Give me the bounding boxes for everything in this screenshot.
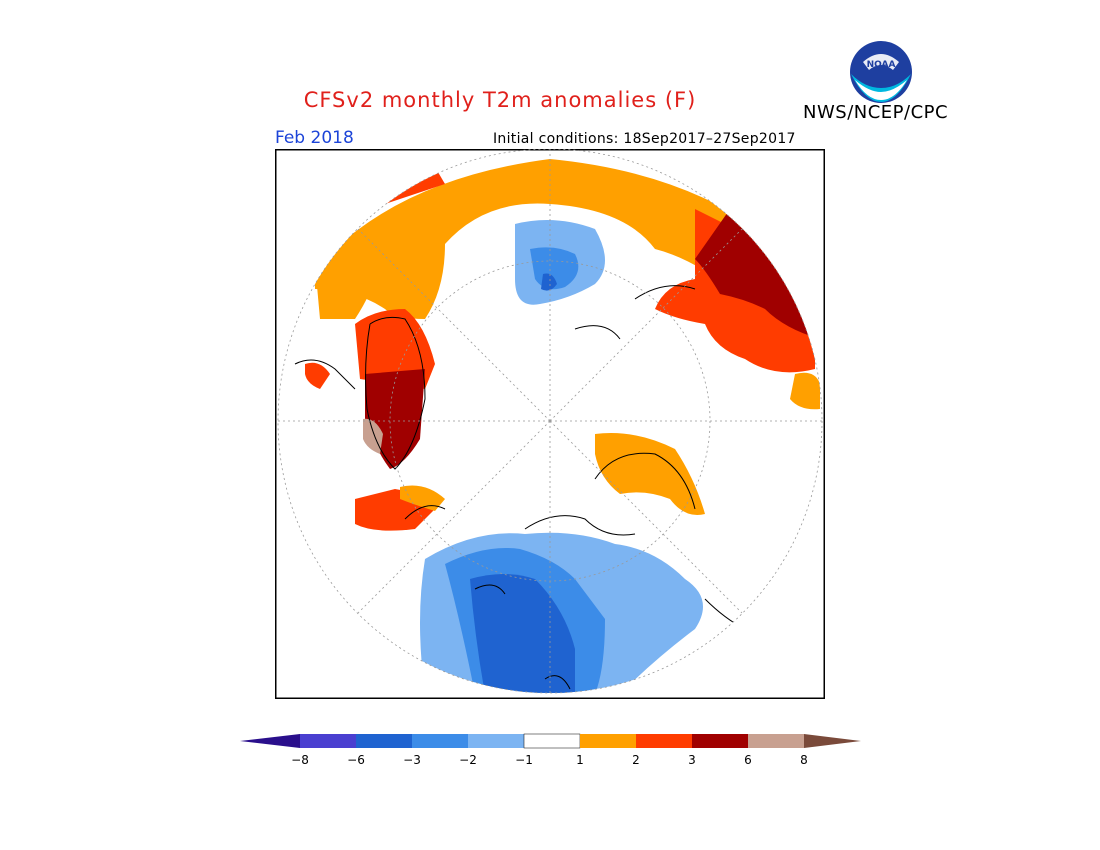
graticule [277,149,823,694]
legend-tick-label: 2 [632,753,640,767]
logo-text: NOAA [867,60,896,70]
color-legend [240,733,861,749]
legend-tick-label: 8 [800,753,808,767]
legend-tick-label: −3 [403,753,421,767]
warm-anomaly-far-east [790,372,820,410]
warm-anomaly-bering-orange [400,485,445,511]
legend-arrow-high [804,734,861,748]
legend-tick-label: −8 [291,753,309,767]
legend-swatch [300,734,356,748]
legend-swatch [523,733,581,749]
legend-arrow-low [240,734,300,748]
legend-tick-label: −2 [459,753,477,767]
legend-swatch [636,734,692,748]
initial-conditions: Initial conditions: 18Sep2017–27Sep2017 [493,131,796,147]
legend-tick-label: −1 [515,753,533,767]
legend-swatch [748,734,804,748]
coastlines [294,285,746,690]
legend-swatch [412,734,468,748]
legend-tick-label: 1 [576,753,584,767]
legend-tick-label: 3 [688,753,696,767]
cold-anomaly-core [470,574,575,693]
red-anomaly-east-asia [305,362,330,389]
warm-anomaly-north [315,159,795,319]
organization-label: NWS/NCEP/CPC [803,102,949,123]
legend-swatch [468,734,524,748]
map-title: CFSv2 monthly T2m anomalies (F) [303,88,697,112]
polar-map [275,149,825,699]
cold-anomaly-arctic-core [541,273,557,291]
legend-swatch [356,734,412,748]
warm-anomaly-alaska [595,433,705,515]
legend-tick-label: 6 [744,753,752,767]
cold-anomaly-arctic-mid [530,247,579,290]
legend-tick-label: −6 [347,753,365,767]
tan-anomaly-greenland [363,418,383,454]
noaa-logo: NOAA [850,41,912,103]
warm-anomaly-greenland-edge [355,309,435,389]
legend-swatch [580,734,636,748]
legend-swatch [692,734,748,748]
valid-month: Feb 2018 [275,128,354,148]
darkred-anomaly-siberia [695,209,820,339]
